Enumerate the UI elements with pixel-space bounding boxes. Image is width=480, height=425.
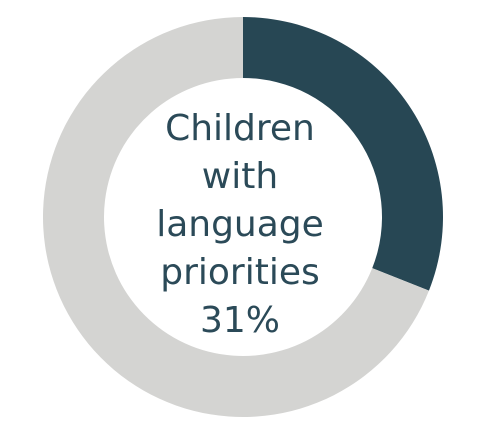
center-label-line-5: 31% bbox=[199, 300, 280, 341]
center-label-line-1: Children bbox=[165, 108, 315, 149]
center-label-line-4: priorities bbox=[160, 252, 320, 293]
center-label: Children with language priorities 31% bbox=[140, 100, 340, 350]
center-label-line-2: with bbox=[201, 156, 279, 197]
center-label-line-3: language bbox=[156, 204, 324, 245]
donut-slice-highlight bbox=[243, 17, 443, 291]
donut-slice-remainder bbox=[42, 17, 429, 417]
